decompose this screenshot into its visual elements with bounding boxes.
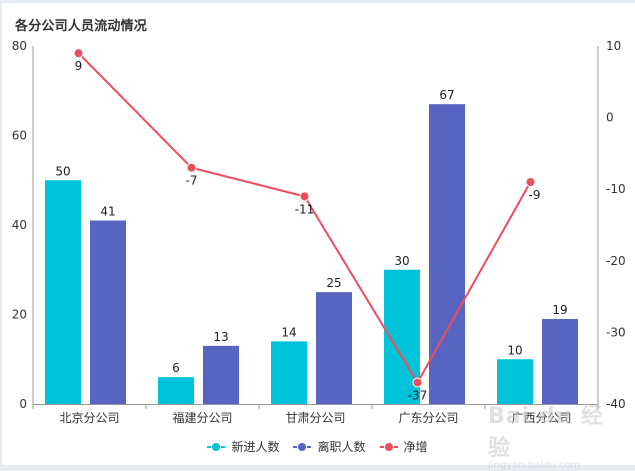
line-point[interactable] [412, 377, 423, 388]
legend-label: 新进人数 [231, 440, 280, 454]
y-left-tick-label: 60 [12, 129, 27, 143]
bar-value-label: 50 [55, 164, 70, 178]
bar-value-label: 19 [552, 303, 567, 317]
bar[interactable] [497, 359, 533, 404]
bar[interactable] [45, 180, 81, 404]
legend-label: 净增 [403, 440, 428, 454]
x-category-label: 甘肃分公司 [285, 411, 345, 425]
line-value-label: 9 [75, 59, 83, 73]
bar[interactable] [271, 341, 307, 404]
y-left-tick-label: 20 [12, 308, 27, 322]
line-value-label: -7 [186, 174, 198, 188]
x-category-label: 广西分公司 [511, 411, 571, 425]
legend-marker-icon [293, 442, 312, 452]
y-right-tick-label: -30 [606, 325, 626, 339]
bar[interactable] [542, 318, 578, 404]
line-point[interactable] [299, 191, 310, 202]
x-category-label: 福建分公司 [172, 410, 232, 425]
bar[interactable] [90, 220, 126, 404]
legend-marker-icon [379, 442, 398, 452]
bar[interactable] [316, 292, 352, 404]
bar[interactable] [429, 104, 465, 405]
y-right-tick-label: 0 [606, 111, 614, 125]
line-point[interactable] [73, 48, 84, 59]
bar-value-label: 25 [326, 276, 341, 290]
line-value-label: -37 [408, 389, 428, 403]
y-right-tick-label: -40 [606, 397, 626, 411]
bar-value-label: 14 [281, 325, 296, 339]
legend-item[interactable]: 新进人数 [207, 438, 279, 455]
legend-item[interactable]: 离职人数 [293, 438, 366, 455]
y-left-tick-label: 40 [12, 218, 27, 232]
bar-value-label: 13 [213, 330, 228, 344]
chart-title: 各分公司人员流动情况 [15, 19, 148, 34]
line-point[interactable] [186, 162, 197, 173]
bar-value-label: 10 [507, 343, 522, 357]
line-value-label: -11 [295, 202, 315, 216]
legend-item[interactable]: 净增 [379, 438, 428, 455]
y-right-tick-label: -20 [606, 254, 626, 268]
legend-marker-icon [207, 442, 226, 452]
y-right-tick-label: 10 [606, 39, 621, 53]
bar[interactable] [203, 345, 239, 404]
y-right-tick-label: -10 [606, 182, 626, 196]
bar-value-label: 30 [394, 254, 409, 268]
x-category-label: 北京分公司 [59, 411, 119, 425]
bar-value-label: 67 [439, 88, 454, 102]
legend: 新进人数 离职人数 净增 [0, 438, 635, 455]
x-category-label: 广东分公司 [398, 411, 458, 425]
bar[interactable] [158, 377, 194, 404]
line-point[interactable] [525, 177, 536, 188]
bar-value-label: 41 [100, 205, 115, 219]
y-left-tick-label: 80 [12, 39, 27, 53]
legend-label: 离职人数 [317, 440, 366, 454]
y-left-tick-label: 0 [19, 397, 27, 411]
bar-value-label: 6 [172, 361, 180, 375]
line-value-label: -9 [529, 188, 541, 202]
